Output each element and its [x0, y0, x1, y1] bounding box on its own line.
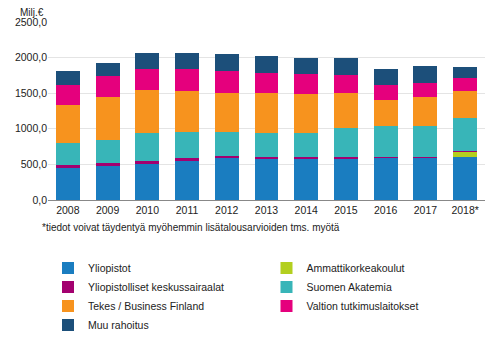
svg-text:2008: 2008: [56, 204, 80, 216]
svg-text:Valtion tutkimuslaitokset: Valtion tutkimuslaitokset: [307, 300, 419, 312]
svg-text:2010: 2010: [136, 204, 160, 216]
svg-text:2015: 2015: [334, 204, 358, 216]
svg-text:2011: 2011: [176, 204, 199, 216]
svg-text:Tekes / Business Finland: Tekes / Business Finland: [88, 300, 204, 312]
svg-text:2012: 2012: [215, 204, 239, 216]
svg-text:2009: 2009: [96, 204, 120, 216]
svg-text:*tiedot voivat täydentyä myöhe: *tiedot voivat täydentyä myöhemmin lisät…: [42, 222, 340, 233]
svg-text:500,0: 500,0: [21, 158, 47, 170]
svg-text:Yliopistolliset keskussairaala: Yliopistolliset keskussairaalat: [88, 281, 224, 293]
svg-text:2016: 2016: [374, 204, 398, 216]
svg-text:1000,0: 1000,0: [15, 122, 47, 134]
svg-text:2018*: 2018*: [451, 204, 478, 216]
svg-text:2013: 2013: [255, 204, 279, 216]
svg-text:2000,0: 2000,0: [15, 51, 47, 63]
svg-text:1500,0: 1500,0: [15, 87, 47, 99]
svg-text:0,0: 0,0: [32, 194, 47, 206]
svg-text:Ammattikorkeakoulut: Ammattikorkeakoulut: [307, 262, 405, 274]
svg-text:2017: 2017: [414, 204, 438, 216]
svg-text:Yliopistot: Yliopistot: [88, 262, 131, 274]
svg-text:2014: 2014: [295, 204, 319, 216]
svg-text:Milj.€: Milj.€: [20, 7, 44, 18]
svg-text:Suomen Akatemia: Suomen Akatemia: [307, 281, 392, 293]
svg-text:Muu rahoitus: Muu rahoitus: [88, 319, 149, 331]
svg-text:2500,0: 2500,0: [15, 16, 47, 28]
